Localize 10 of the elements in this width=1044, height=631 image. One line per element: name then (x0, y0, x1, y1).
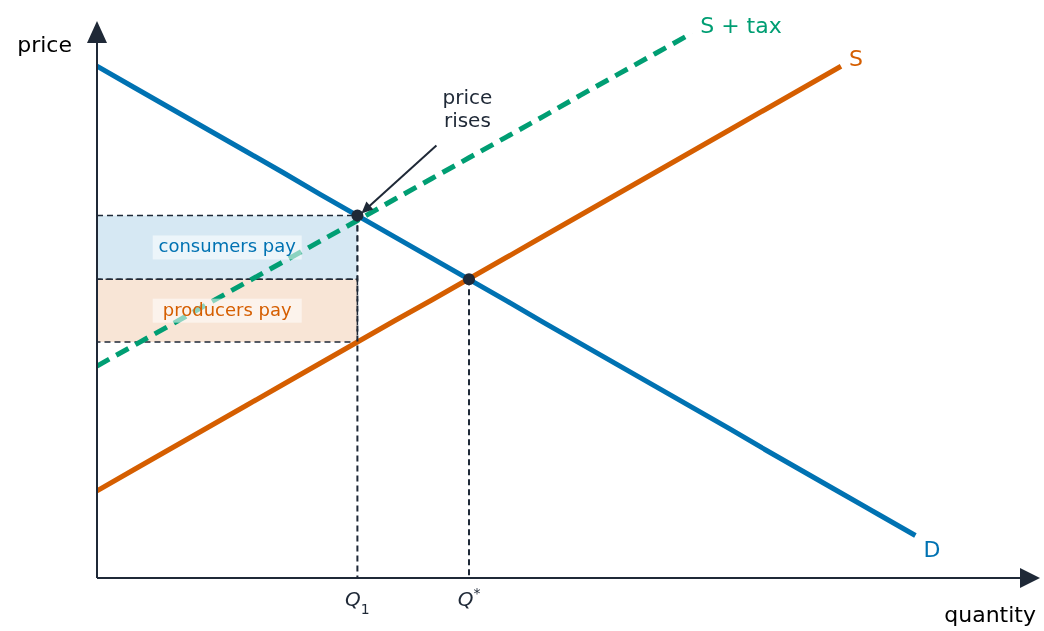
band-label: consumers pay (158, 235, 297, 257)
series-label: S + tax (700, 13, 782, 38)
x-tick-label: Q$^{*}$ (457, 585, 481, 611)
annotation: price rises (442, 84, 493, 132)
series-label: S (849, 46, 863, 72)
x-axis-title: quantity (944, 602, 1036, 627)
series-label: D (923, 537, 941, 563)
x-tick-label: Q$_{1}$ (345, 587, 370, 617)
y-axis-title: price (17, 32, 72, 57)
band-label: producers pay (162, 298, 292, 320)
